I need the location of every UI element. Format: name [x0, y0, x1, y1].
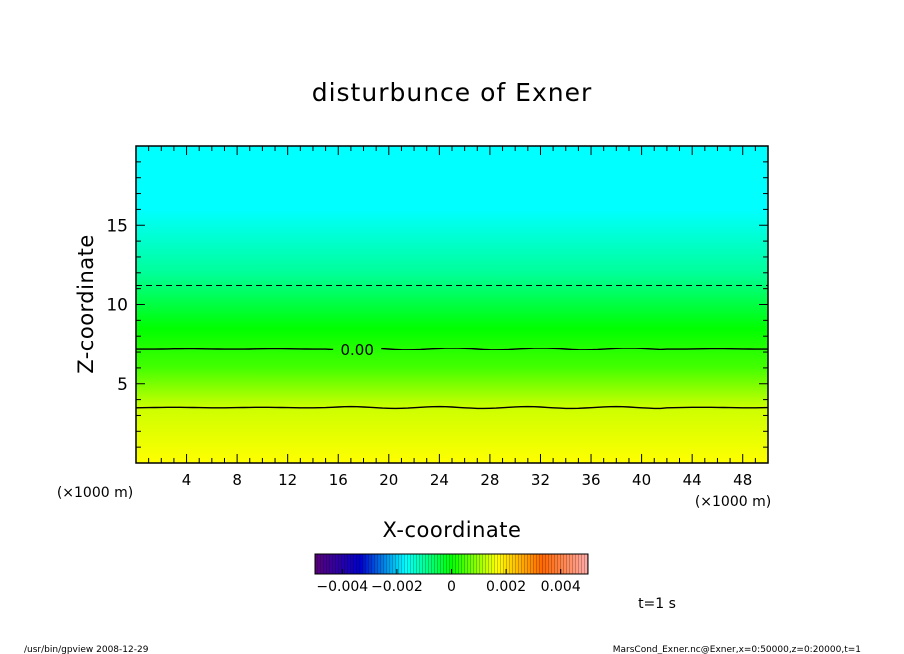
contour-lines: 0.00 — [135, 285, 769, 410]
x-tick-label: 44 — [683, 471, 702, 489]
contour-line — [136, 347, 768, 351]
colorbar-tick-label: 0 — [447, 579, 456, 595]
y-tick-label: 5 — [117, 375, 128, 395]
x-tick-label: 40 — [632, 471, 651, 489]
x-tick-label: 8 — [232, 471, 242, 489]
y-tick-label: 15 — [106, 216, 128, 236]
colorbar-tick-label: −0.002 — [371, 579, 423, 595]
colorbar-stripes — [315, 554, 588, 574]
y-axis-ticks: 5 10 15 — [106, 161, 768, 448]
contour-line — [135, 405, 769, 410]
x-axis-ticks: 4 8 12 16 20 24 28 32 36 40 44 48 — [148, 146, 756, 489]
colorbar-tick-label: 0.004 — [541, 579, 581, 595]
y-axis-unit: (×1000 m) — [57, 485, 133, 501]
colorbar: −0.004 −0.002 0 0.002 0.004 — [314, 553, 589, 595]
x-axis-unit: (×1000 m) — [695, 494, 771, 510]
y-tick-label: 10 — [106, 296, 128, 316]
colorbar-tick-label: −0.004 — [316, 579, 368, 595]
x-tick-label: 36 — [581, 471, 600, 489]
colorbar-tick-label: 0.002 — [486, 579, 526, 595]
x-tick-label: 4 — [182, 471, 192, 489]
x-tick-label: 12 — [278, 471, 297, 489]
x-tick-label: 20 — [379, 471, 398, 489]
contour-label: 0.00 — [340, 341, 373, 359]
x-tick-label: 28 — [480, 471, 499, 489]
exner-field — [136, 146, 768, 463]
x-tick-label: 32 — [531, 471, 550, 489]
footer-right: MarsCond_Exner.nc@Exner,x=0:50000,z=0:20… — [613, 645, 861, 654]
colorbar-ticks: −0.004 −0.002 0 0.002 0.004 — [316, 569, 581, 595]
x-tick-label: 48 — [733, 471, 752, 489]
x-axis-label: X-coordinate — [383, 518, 522, 542]
footer-left: /usr/bin/gpview 2008-12-29 — [24, 645, 149, 654]
y-axis-label: Z-coordinate — [74, 234, 98, 374]
x-tick-label: 16 — [329, 471, 348, 489]
chart-title: disturbunce of Exner — [312, 78, 593, 107]
x-tick-label: 24 — [430, 471, 449, 489]
time-label: t=1 s — [638, 596, 676, 612]
